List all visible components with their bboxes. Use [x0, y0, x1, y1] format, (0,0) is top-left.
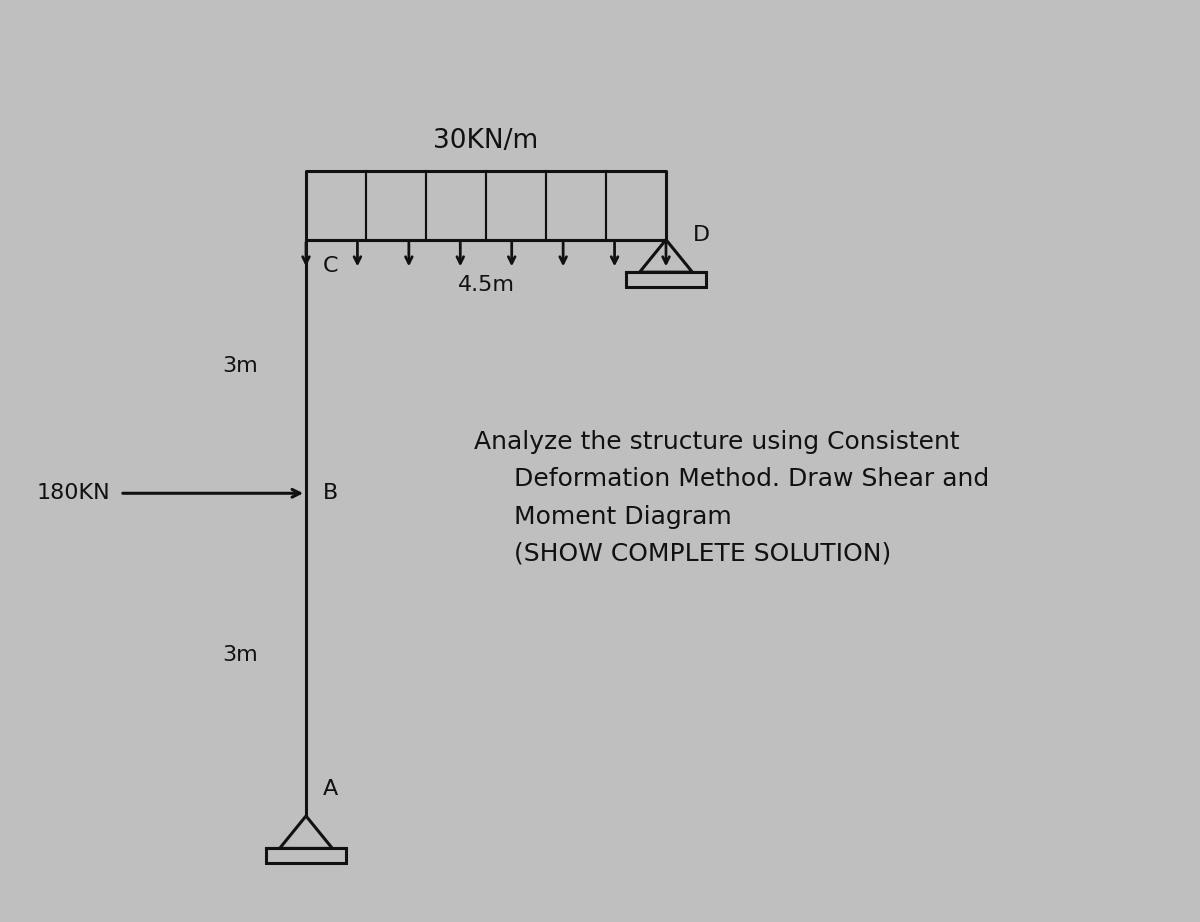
- Bar: [266, 848, 346, 863]
- Text: D: D: [692, 225, 709, 245]
- Text: 4.5m: 4.5m: [457, 275, 515, 295]
- Text: Analyze the structure using Consistent
     Deformation Method. Draw Shear and
 : Analyze the structure using Consistent D…: [474, 430, 989, 566]
- Text: C: C: [323, 256, 338, 277]
- Text: 3m: 3m: [222, 357, 258, 376]
- Text: 30KN/m: 30KN/m: [433, 128, 539, 154]
- Bar: [626, 272, 706, 287]
- Text: 180KN: 180KN: [37, 483, 110, 503]
- Text: B: B: [323, 483, 338, 503]
- Text: 3m: 3m: [222, 644, 258, 665]
- Text: A: A: [323, 779, 338, 799]
